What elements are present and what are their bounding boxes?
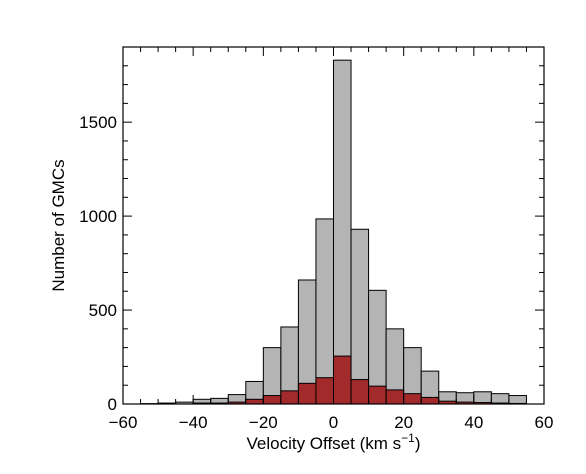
red-bar-7 bbox=[263, 396, 281, 404]
gray-bar-20 bbox=[491, 394, 509, 404]
x-tick-label-3: 0 bbox=[329, 413, 338, 432]
red-bar-8 bbox=[281, 391, 299, 404]
y-axis-title: Number of GMCs bbox=[49, 159, 68, 291]
gray-bar-12 bbox=[351, 229, 369, 404]
red-bar-11 bbox=[334, 356, 352, 404]
red-bar-12 bbox=[351, 380, 369, 404]
gray-bar-10 bbox=[316, 219, 334, 404]
x-axis-title-main: Velocity Offset (km s bbox=[247, 434, 402, 453]
x-tick-label-2: −20 bbox=[249, 413, 278, 432]
y-tick-label-1: 500 bbox=[89, 301, 117, 320]
red-bar-16 bbox=[421, 397, 439, 404]
x-axis-title-close: ) bbox=[415, 434, 421, 453]
gray-bar-21 bbox=[509, 396, 527, 404]
y-tick-label-3: 1500 bbox=[79, 113, 117, 132]
x-tick-label-1: −40 bbox=[179, 413, 208, 432]
y-tick-label-2: 1000 bbox=[79, 207, 117, 226]
gray-bar-11 bbox=[334, 60, 352, 404]
red-bar-15 bbox=[404, 394, 422, 404]
red-bar-14 bbox=[386, 390, 404, 404]
gray-bars-group bbox=[141, 60, 527, 404]
x-tick-label-5: 40 bbox=[464, 413, 483, 432]
x-tick-label-6: 60 bbox=[535, 413, 554, 432]
red-bar-6 bbox=[246, 399, 264, 404]
x-axis-title: Velocity Offset (km s−1) bbox=[247, 431, 421, 453]
x-tick-label-4: 20 bbox=[394, 413, 413, 432]
red-bar-10 bbox=[316, 378, 334, 404]
x-axis-title-superscript: −1 bbox=[401, 431, 415, 445]
red-bar-9 bbox=[298, 383, 316, 404]
red-bar-13 bbox=[369, 386, 387, 404]
y-tick-label-0: 0 bbox=[108, 395, 117, 414]
x-tick-label-0: −60 bbox=[109, 413, 138, 432]
